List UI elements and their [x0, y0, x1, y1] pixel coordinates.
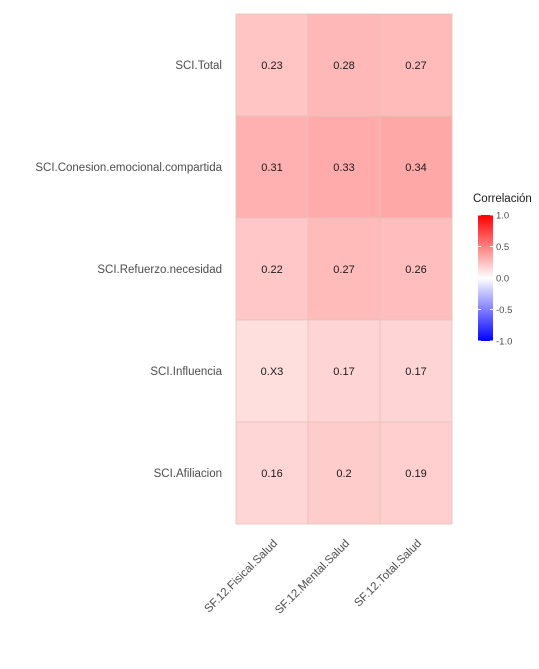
cell-value-label: 0.27	[333, 264, 354, 276]
cell-value-label: 0.2	[336, 468, 351, 480]
legend-tick-label: 0.5	[496, 242, 509, 253]
cell-value-label: 0.16	[261, 468, 282, 480]
cell-value-label: 0.33	[333, 162, 354, 174]
column-label: SF.12.Total.Salud	[352, 538, 424, 610]
heatmap-cells: 0.23 0.28 0.27 0.31 0.33 0.34 0.22 0.27 0.26 0.X3…	[235, 13, 453, 525]
heatmap-cell	[307, 421, 381, 525]
cell-value-label: 0.26	[405, 264, 426, 276]
legend-tick-label: -0.5	[496, 305, 512, 316]
row-label: SCI.Refuerzo.necesidad	[97, 264, 222, 276]
legend-tick-label: 0.0	[496, 274, 509, 285]
heatmap-cell	[379, 13, 453, 117]
heatmap-cell	[379, 115, 453, 219]
cell-value-label: 0.28	[333, 60, 354, 72]
row-label: SCI.Afiliacion	[154, 468, 222, 480]
legend-tick-label: 1.0	[496, 211, 509, 222]
heatmap-cell	[307, 217, 381, 321]
cell-value-label: 0.17	[333, 366, 354, 378]
cell-value-label: 0.34	[405, 162, 426, 174]
row-label: SCI.Total	[175, 60, 222, 72]
row-label: SCI.Conesion.emocional.compartida	[35, 162, 222, 174]
legend-title: Correlación	[473, 193, 532, 205]
row-label: SCI.Influencia	[150, 366, 222, 378]
heatmap-cell	[307, 13, 381, 117]
cell-value-label: 0.31	[261, 162, 282, 174]
heatmap-cell	[235, 421, 309, 525]
column-label: SF.12.Fisical.Salud	[202, 538, 280, 616]
cell-value-label: 0.19	[405, 468, 426, 480]
cell-value-label: 0.X3	[261, 366, 284, 378]
cell-value-label: 0.27	[405, 60, 426, 72]
heatmap-cell	[235, 319, 309, 423]
heatmap-cell	[307, 115, 381, 219]
legend-tick-label: -1.0	[496, 337, 512, 348]
cell-value-label: 0.17	[405, 366, 426, 378]
heatmap-cell	[379, 421, 453, 525]
heatmap-cell	[235, 13, 309, 117]
cell-value-label: 0.22	[261, 264, 282, 276]
cell-value-label: 0.23	[261, 60, 282, 72]
heatmap-cell	[235, 115, 309, 219]
column-label: SF.12.Mental.Salud	[273, 538, 352, 617]
heatmap-cell	[379, 319, 453, 423]
legend-colorbar	[478, 215, 493, 341]
